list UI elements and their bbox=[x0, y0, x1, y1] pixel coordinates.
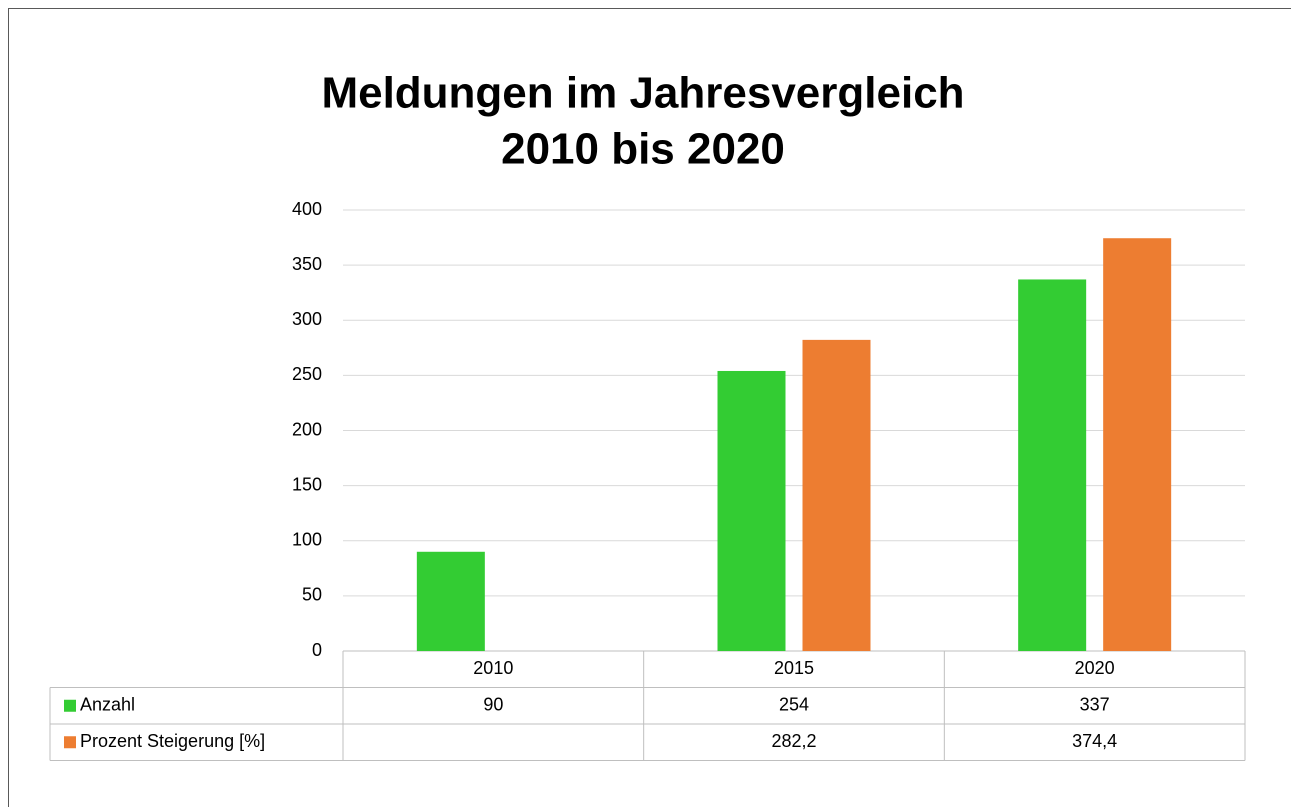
y-tick-label: 100 bbox=[292, 530, 322, 550]
y-tick-label: 400 bbox=[292, 199, 322, 219]
chart-title: Meldungen im Jahresvergleich bbox=[321, 69, 964, 118]
y-tick-label: 200 bbox=[292, 419, 322, 439]
y-tick-label: 50 bbox=[302, 585, 322, 605]
table-value: 282,2 bbox=[771, 731, 816, 751]
legend-swatch bbox=[64, 699, 76, 712]
bar bbox=[1103, 238, 1172, 651]
y-tick-label: 250 bbox=[292, 364, 322, 384]
legend-label: Anzahl bbox=[80, 695, 135, 715]
bar bbox=[802, 339, 871, 651]
chart-title: 2010 bis 2020 bbox=[501, 125, 785, 174]
bar bbox=[717, 370, 786, 651]
legend-label: Prozent Steigerung [%] bbox=[80, 731, 265, 751]
x-tick-label: 2020 bbox=[1075, 658, 1115, 678]
y-tick-label: 0 bbox=[312, 640, 322, 660]
table-value: 374,4 bbox=[1072, 731, 1117, 751]
legend-swatch bbox=[64, 736, 76, 749]
table-value: 337 bbox=[1080, 695, 1110, 715]
y-tick-label: 350 bbox=[292, 254, 322, 274]
x-tick-label: 2015 bbox=[774, 658, 814, 678]
bar bbox=[416, 551, 485, 651]
y-tick-label: 300 bbox=[292, 309, 322, 329]
table-value: 90 bbox=[483, 695, 503, 715]
y-tick-label: 150 bbox=[292, 474, 322, 494]
table-value: 254 bbox=[779, 695, 809, 715]
bar bbox=[1018, 279, 1087, 651]
x-tick-label: 2010 bbox=[473, 658, 513, 678]
